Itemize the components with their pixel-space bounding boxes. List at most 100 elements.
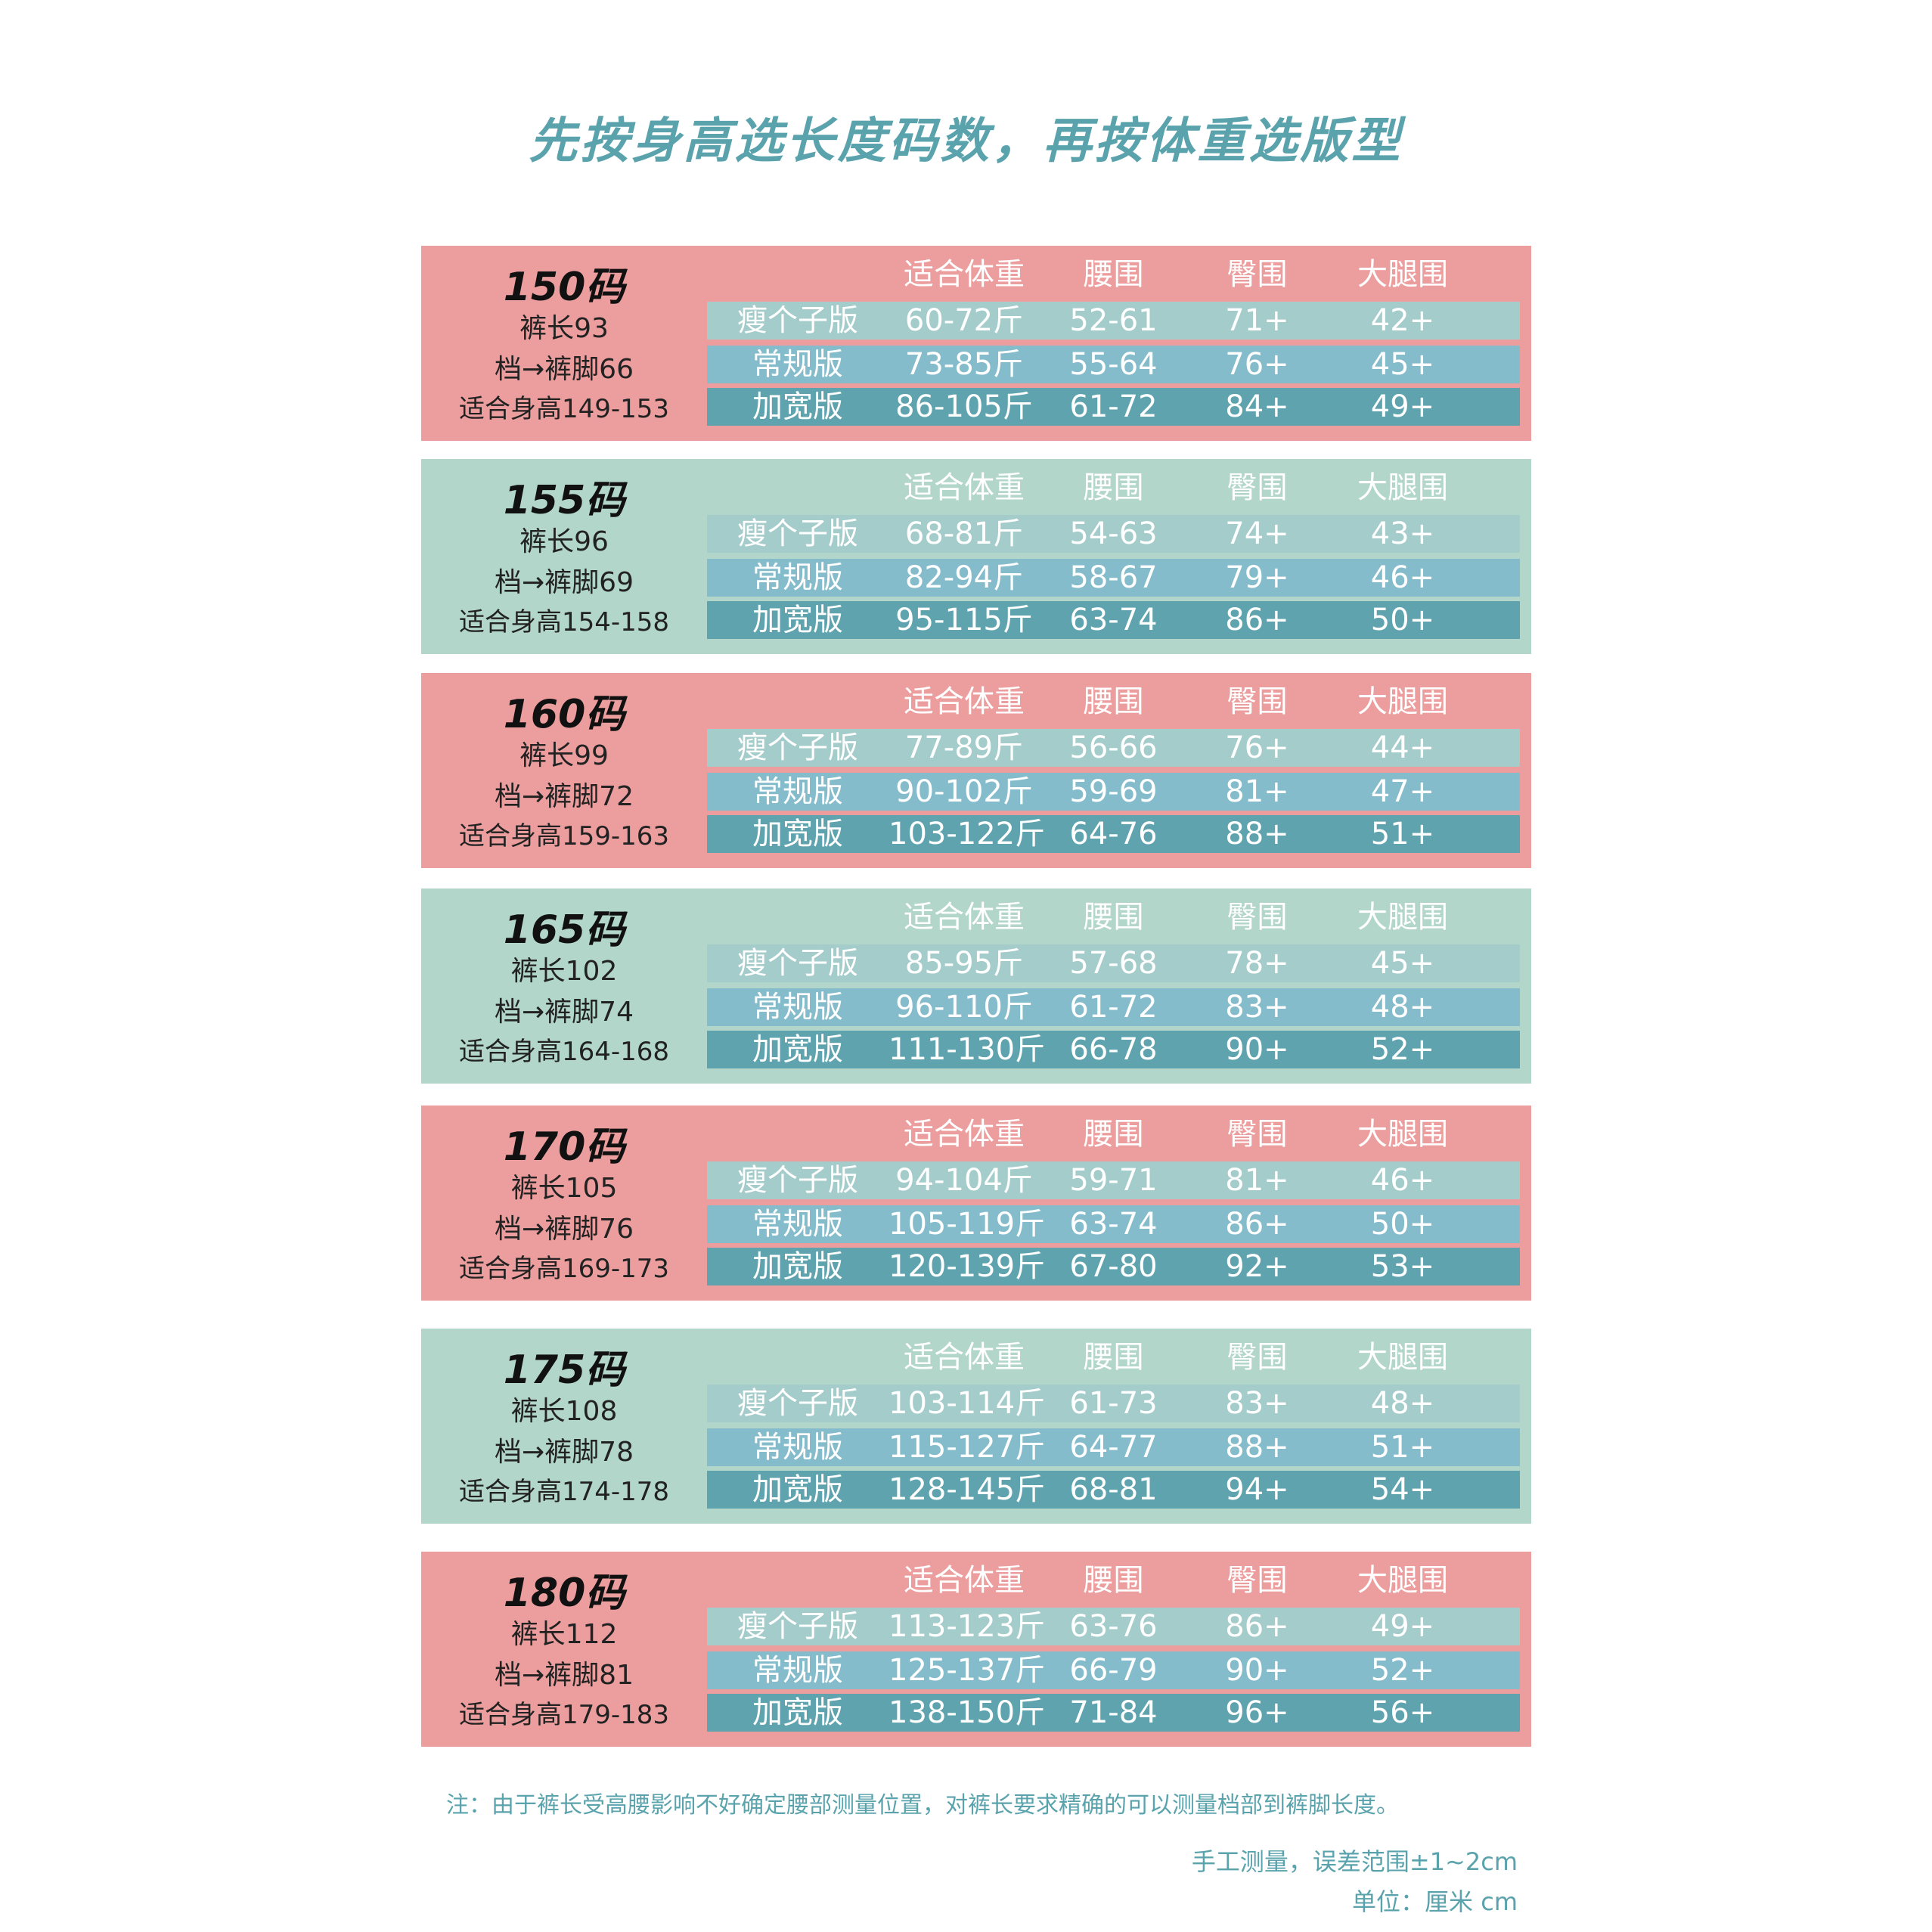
table-cell: 61-72 — [1069, 389, 1158, 424]
table-cell: 73-85斤 — [904, 347, 1024, 382]
fit-type: 加宽版 — [752, 1032, 843, 1067]
table-cell: 49+ — [1370, 1609, 1435, 1644]
table-cell: 54-63 — [1069, 516, 1158, 551]
page-title: 先按身高选长度码数，再按体重选版型 — [529, 113, 1403, 169]
size-block: 170码 裤长105 档→裤脚76 适合身高169-173 适合体重 腰围 臀围 大腿围 瘦个子… — [421, 1106, 1531, 1301]
table-row: 常规版 105-119斤 63-74 86+ 50+ — [707, 1205, 1520, 1243]
header-row: 适合体重 腰围 臀围 大腿围 — [707, 1559, 1531, 1602]
table-cell: 59-71 — [1069, 1163, 1158, 1198]
table-cell: 64-76 — [1069, 817, 1158, 851]
fit-type: 加宽版 — [752, 389, 843, 424]
size-info: 160码 裤长99 档→裤脚72 适合身高159-163 — [421, 673, 707, 868]
table-row: 加宽版 120-139斤 67-80 92+ 53+ — [707, 1248, 1520, 1285]
pants-length: 裤长102 — [510, 956, 618, 987]
table-cell: 79+ — [1225, 560, 1289, 595]
fit-type: 瘦个子版 — [737, 946, 858, 981]
fit-type: 常规版 — [752, 1653, 843, 1688]
inseam-length: 档→裤脚76 — [495, 1214, 634, 1245]
table-cell: 95-115斤 — [895, 603, 1033, 637]
table-cell: 113-123斤 — [888, 1609, 1046, 1644]
column-header: 适合体重 — [904, 1117, 1025, 1152]
column-header: 大腿围 — [1357, 257, 1448, 292]
table-cell: 53+ — [1370, 1249, 1435, 1284]
inseam-length: 档→裤脚69 — [495, 567, 634, 598]
table-cell: 82-94斤 — [904, 560, 1024, 595]
table-cell: 48+ — [1370, 990, 1435, 1025]
header-row: 适合体重 腰围 臀围 大腿围 — [707, 681, 1531, 723]
table-cell: 103-114斤 — [888, 1386, 1046, 1421]
table-cell: 55-64 — [1069, 347, 1158, 382]
table-row: 瘦个子版 94-104斤 59-71 81+ 46+ — [707, 1161, 1520, 1199]
fit-type: 加宽版 — [752, 817, 843, 851]
table-cell: 63-76 — [1069, 1609, 1158, 1644]
table-cell: 138-150斤 — [888, 1695, 1046, 1730]
table-cell: 77-89斤 — [904, 730, 1024, 765]
fit-type: 常规版 — [752, 1430, 843, 1465]
size-label: 155码 — [503, 478, 625, 523]
column-header: 大腿围 — [1357, 900, 1448, 935]
column-header: 适合体重 — [904, 1340, 1025, 1375]
header-row: 适合体重 腰围 臀围 大腿围 — [707, 1113, 1531, 1155]
table-cell: 83+ — [1225, 990, 1289, 1025]
suitable-height: 适合身高164-168 — [458, 1037, 670, 1067]
column-header: 臀围 — [1226, 1340, 1288, 1375]
size-label: 170码 — [503, 1124, 625, 1170]
table-cell: 46+ — [1370, 560, 1435, 595]
table-cell: 90+ — [1225, 1653, 1289, 1688]
fit-type: 加宽版 — [752, 1695, 843, 1730]
table-cell: 42+ — [1370, 303, 1435, 338]
table-cell: 50+ — [1370, 1207, 1435, 1242]
footnote: 注：由于裤长受高腰影响不好确定腰部测量位置，对裤长要求精确的可以测量档部到裤脚长… — [446, 1792, 1399, 1819]
table-cell: 120-139斤 — [888, 1249, 1046, 1284]
table-row: 常规版 73-85斤 55-64 76+ 45+ — [707, 346, 1520, 383]
table-cell: 52-61 — [1069, 303, 1158, 338]
column-header: 臀围 — [1226, 257, 1288, 292]
fit-type: 常规版 — [752, 990, 843, 1025]
table-cell: 86-105斤 — [895, 389, 1033, 424]
column-header: 腰围 — [1083, 257, 1144, 292]
inseam-length: 档→裤脚66 — [495, 354, 634, 385]
table-cell: 63-74 — [1069, 1207, 1158, 1242]
table-row: 加宽版 95-115斤 63-74 86+ 50+ — [707, 601, 1520, 639]
table-row: 瘦个子版 103-114斤 61-73 83+ 48+ — [707, 1385, 1520, 1422]
table-cell: 71+ — [1225, 303, 1289, 338]
table-cell: 86+ — [1225, 1609, 1289, 1644]
table-row: 瘦个子版 77-89斤 56-66 76+ 44+ — [707, 729, 1520, 767]
table-cell: 76+ — [1225, 730, 1289, 765]
table-cell: 76+ — [1225, 347, 1289, 382]
size-block: 180码 裤长112 档→裤脚81 适合身高179-183 适合体重 腰围 臀围 大腿围 瘦个子… — [421, 1552, 1531, 1747]
size-info: 165码 裤长102 档→裤脚74 适合身高164-168 — [421, 888, 707, 1084]
table-cell: 125-137斤 — [888, 1653, 1046, 1688]
table-cell: 81+ — [1225, 774, 1289, 809]
table-cell: 54+ — [1370, 1472, 1435, 1507]
fit-type: 常规版 — [752, 774, 843, 809]
header-row: 适合体重 腰围 臀围 大腿围 — [707, 1336, 1531, 1378]
size-label: 160码 — [503, 692, 625, 737]
table-cell: 68-81 — [1069, 1472, 1158, 1507]
table-cell: 86+ — [1225, 603, 1289, 637]
column-header: 腰围 — [1083, 470, 1144, 505]
suitable-height: 适合身高169-173 — [458, 1254, 670, 1284]
table-cell: 48+ — [1370, 1386, 1435, 1421]
column-header: 臀围 — [1226, 900, 1288, 935]
table-cell: 57-68 — [1069, 946, 1158, 981]
table-row: 加宽版 138-150斤 71-84 96+ 56+ — [707, 1694, 1520, 1732]
fit-type: 瘦个子版 — [737, 303, 858, 338]
table-cell: 90-102斤 — [895, 774, 1033, 809]
fit-type: 瘦个子版 — [737, 1386, 858, 1421]
column-header: 臀围 — [1226, 1117, 1288, 1152]
column-header: 大腿围 — [1357, 1117, 1448, 1152]
table-cell: 96+ — [1225, 1695, 1289, 1730]
fit-type: 瘦个子版 — [737, 730, 858, 765]
suitable-height: 适合身高149-153 — [458, 394, 670, 424]
pants-length: 裤长105 — [510, 1173, 618, 1204]
unit-note: 单位：厘米 cm — [1352, 1887, 1518, 1916]
table-row: 加宽版 128-145斤 68-81 94+ 54+ — [707, 1471, 1520, 1509]
table-cell: 52+ — [1370, 1653, 1435, 1688]
table-row: 常规版 96-110斤 61-72 83+ 48+ — [707, 988, 1520, 1026]
table-cell: 105-119斤 — [888, 1207, 1046, 1242]
table-cell: 94+ — [1225, 1472, 1289, 1507]
column-header: 适合体重 — [904, 684, 1025, 719]
table-cell: 49+ — [1370, 389, 1435, 424]
table-cell: 115-127斤 — [888, 1430, 1046, 1465]
